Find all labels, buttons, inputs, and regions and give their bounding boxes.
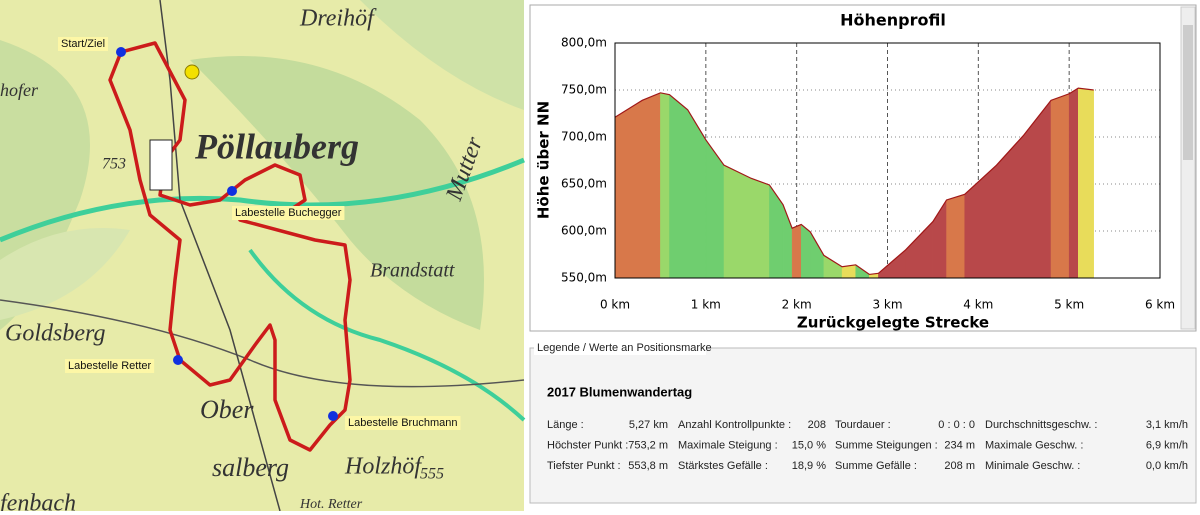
stat-label: Summe Gefälle : xyxy=(835,460,917,472)
waypoint xyxy=(328,411,338,421)
stat-label: Durchschnittsgeschw. : xyxy=(985,419,1098,431)
stat-label: Summe Steigungen : xyxy=(835,439,938,451)
place-label: Holzhöf xyxy=(344,454,424,480)
y-axis-title: Höhe über NN xyxy=(535,101,553,219)
place-label: 555 xyxy=(420,466,444,483)
x-tick-label: 5 km xyxy=(1054,298,1084,312)
stat-value: 6,9 km/h xyxy=(1146,439,1188,451)
place-label: Pöllauberg xyxy=(194,126,359,166)
map-labels: Dreihöf Pöllauberg Goldsberg Brandstatt Ober… xyxy=(0,6,488,515)
y-tick-label: 600,0m xyxy=(561,224,607,238)
legend-heading: Legende / Werte an Positionsmarke xyxy=(537,342,712,354)
stat-value: 208 xyxy=(808,419,826,431)
x-tick-label: 0 km xyxy=(600,298,630,312)
area-segment xyxy=(1068,87,1079,279)
waypoint-label: Labestelle Bruchmann xyxy=(348,417,457,429)
place-label: fenbach xyxy=(0,491,76,512)
plot-border xyxy=(614,42,1161,279)
profile-line xyxy=(614,87,1094,276)
area-segment xyxy=(1078,87,1094,279)
plot: 550,0m 600,0m 650,0m 700,0m 750,0m 800,0m 0 km… xyxy=(561,36,1175,312)
area-segment xyxy=(946,194,965,279)
stat-value: 234 m xyxy=(944,439,975,451)
stats: Länge : 5,27 km Anzahl Kontrollpunkte : 208… xyxy=(547,419,1188,472)
waypoint-label: Labestelle Buchegger xyxy=(235,207,342,219)
x-tick-label: 1 km xyxy=(691,298,721,312)
stat-label: Tourdauer : xyxy=(835,419,891,431)
map xyxy=(0,0,526,512)
road xyxy=(0,299,525,388)
place-label: 753 xyxy=(102,156,126,173)
stat-value: 208 m xyxy=(944,460,975,472)
waypoint xyxy=(116,47,126,57)
area-segment xyxy=(723,164,752,279)
area-segment xyxy=(669,94,688,279)
place-label: hofer xyxy=(0,80,39,100)
x-tick-label: 4 km xyxy=(963,298,993,312)
place-label: Goldsberg xyxy=(5,321,105,347)
stat-label: Länge : xyxy=(547,419,584,431)
poi-icon xyxy=(184,64,200,80)
waypoint-label-bg xyxy=(58,37,109,51)
legend-heading-bg xyxy=(534,341,706,355)
x-axis-title: Zurückgelegte Strecke xyxy=(797,314,989,332)
area-segment xyxy=(791,224,802,279)
x-tick-label: 6 km xyxy=(1145,298,1175,312)
area-segment xyxy=(614,99,643,279)
stat-value: 0 : 0 : 0 xyxy=(938,419,975,431)
stat-label: Anzahl Kontrollpunkte : xyxy=(678,419,791,431)
place-label: salberg xyxy=(212,453,289,482)
stat-value: 15,0 % xyxy=(792,439,826,451)
stat-value: 18,9 % xyxy=(792,460,826,472)
waypoint-label-bg xyxy=(345,416,461,430)
forest xyxy=(190,56,484,330)
stat-value: 5,27 km xyxy=(629,419,668,431)
area-segment xyxy=(1050,93,1070,279)
poi-icon xyxy=(149,139,173,191)
place-label: Hot. Retter xyxy=(299,497,363,511)
border-line xyxy=(248,248,526,422)
stat-label: Höchster Punkt : xyxy=(547,439,628,451)
y-tick-label: 800,0m xyxy=(561,36,607,50)
chart-title: Höhenprofil xyxy=(840,11,946,30)
stat-value: 553,8 m xyxy=(628,460,668,472)
area-segment xyxy=(751,178,770,279)
y-tick-label: 650,0m xyxy=(561,177,607,191)
y-tick-label: 700,0m xyxy=(561,130,607,144)
area-segment xyxy=(642,92,661,279)
waypoint xyxy=(227,186,237,196)
area-segment xyxy=(800,223,811,279)
x-tick-label: 2 km xyxy=(782,298,812,312)
y-tick-label: 550,0m xyxy=(561,271,607,285)
waypoint-label: Labestelle Retter xyxy=(68,360,151,372)
y-tick-label: 750,0m xyxy=(561,83,607,97)
place-label: Dreihöf xyxy=(299,6,377,32)
area-segment xyxy=(660,92,670,279)
stat-label: Tiefster Punkt : xyxy=(547,460,621,472)
stat-label: Maximale Geschw. : xyxy=(985,439,1083,451)
forest xyxy=(0,228,130,320)
route xyxy=(108,41,352,452)
waypoint-label-bg xyxy=(232,206,345,220)
border-line xyxy=(0,157,525,243)
stat-value: 0,0 km/h xyxy=(1146,460,1188,472)
legend-frame xyxy=(529,347,1197,504)
stat-value: 753,2 m xyxy=(628,439,668,451)
stat-label: Maximale Steigung : xyxy=(678,439,778,451)
waypoint xyxy=(173,355,183,365)
waypoint-label: Start/Ziel xyxy=(61,38,105,50)
waypoint-label-bg xyxy=(65,359,155,373)
place-label: Ober xyxy=(200,395,254,424)
place-label: Brandstatt xyxy=(370,260,455,282)
scrollbar-thumb[interactable] xyxy=(1183,25,1193,160)
legend-title: 2017 Blumenwandertag xyxy=(547,384,692,399)
stat-label: Minimale Geschw. : xyxy=(985,460,1080,472)
stat-value: 3,1 km/h xyxy=(1146,419,1188,431)
stat-label: Stärkstes Gefälle : xyxy=(678,460,768,472)
forest xyxy=(360,0,524,110)
x-tick-label: 3 km xyxy=(872,298,902,312)
